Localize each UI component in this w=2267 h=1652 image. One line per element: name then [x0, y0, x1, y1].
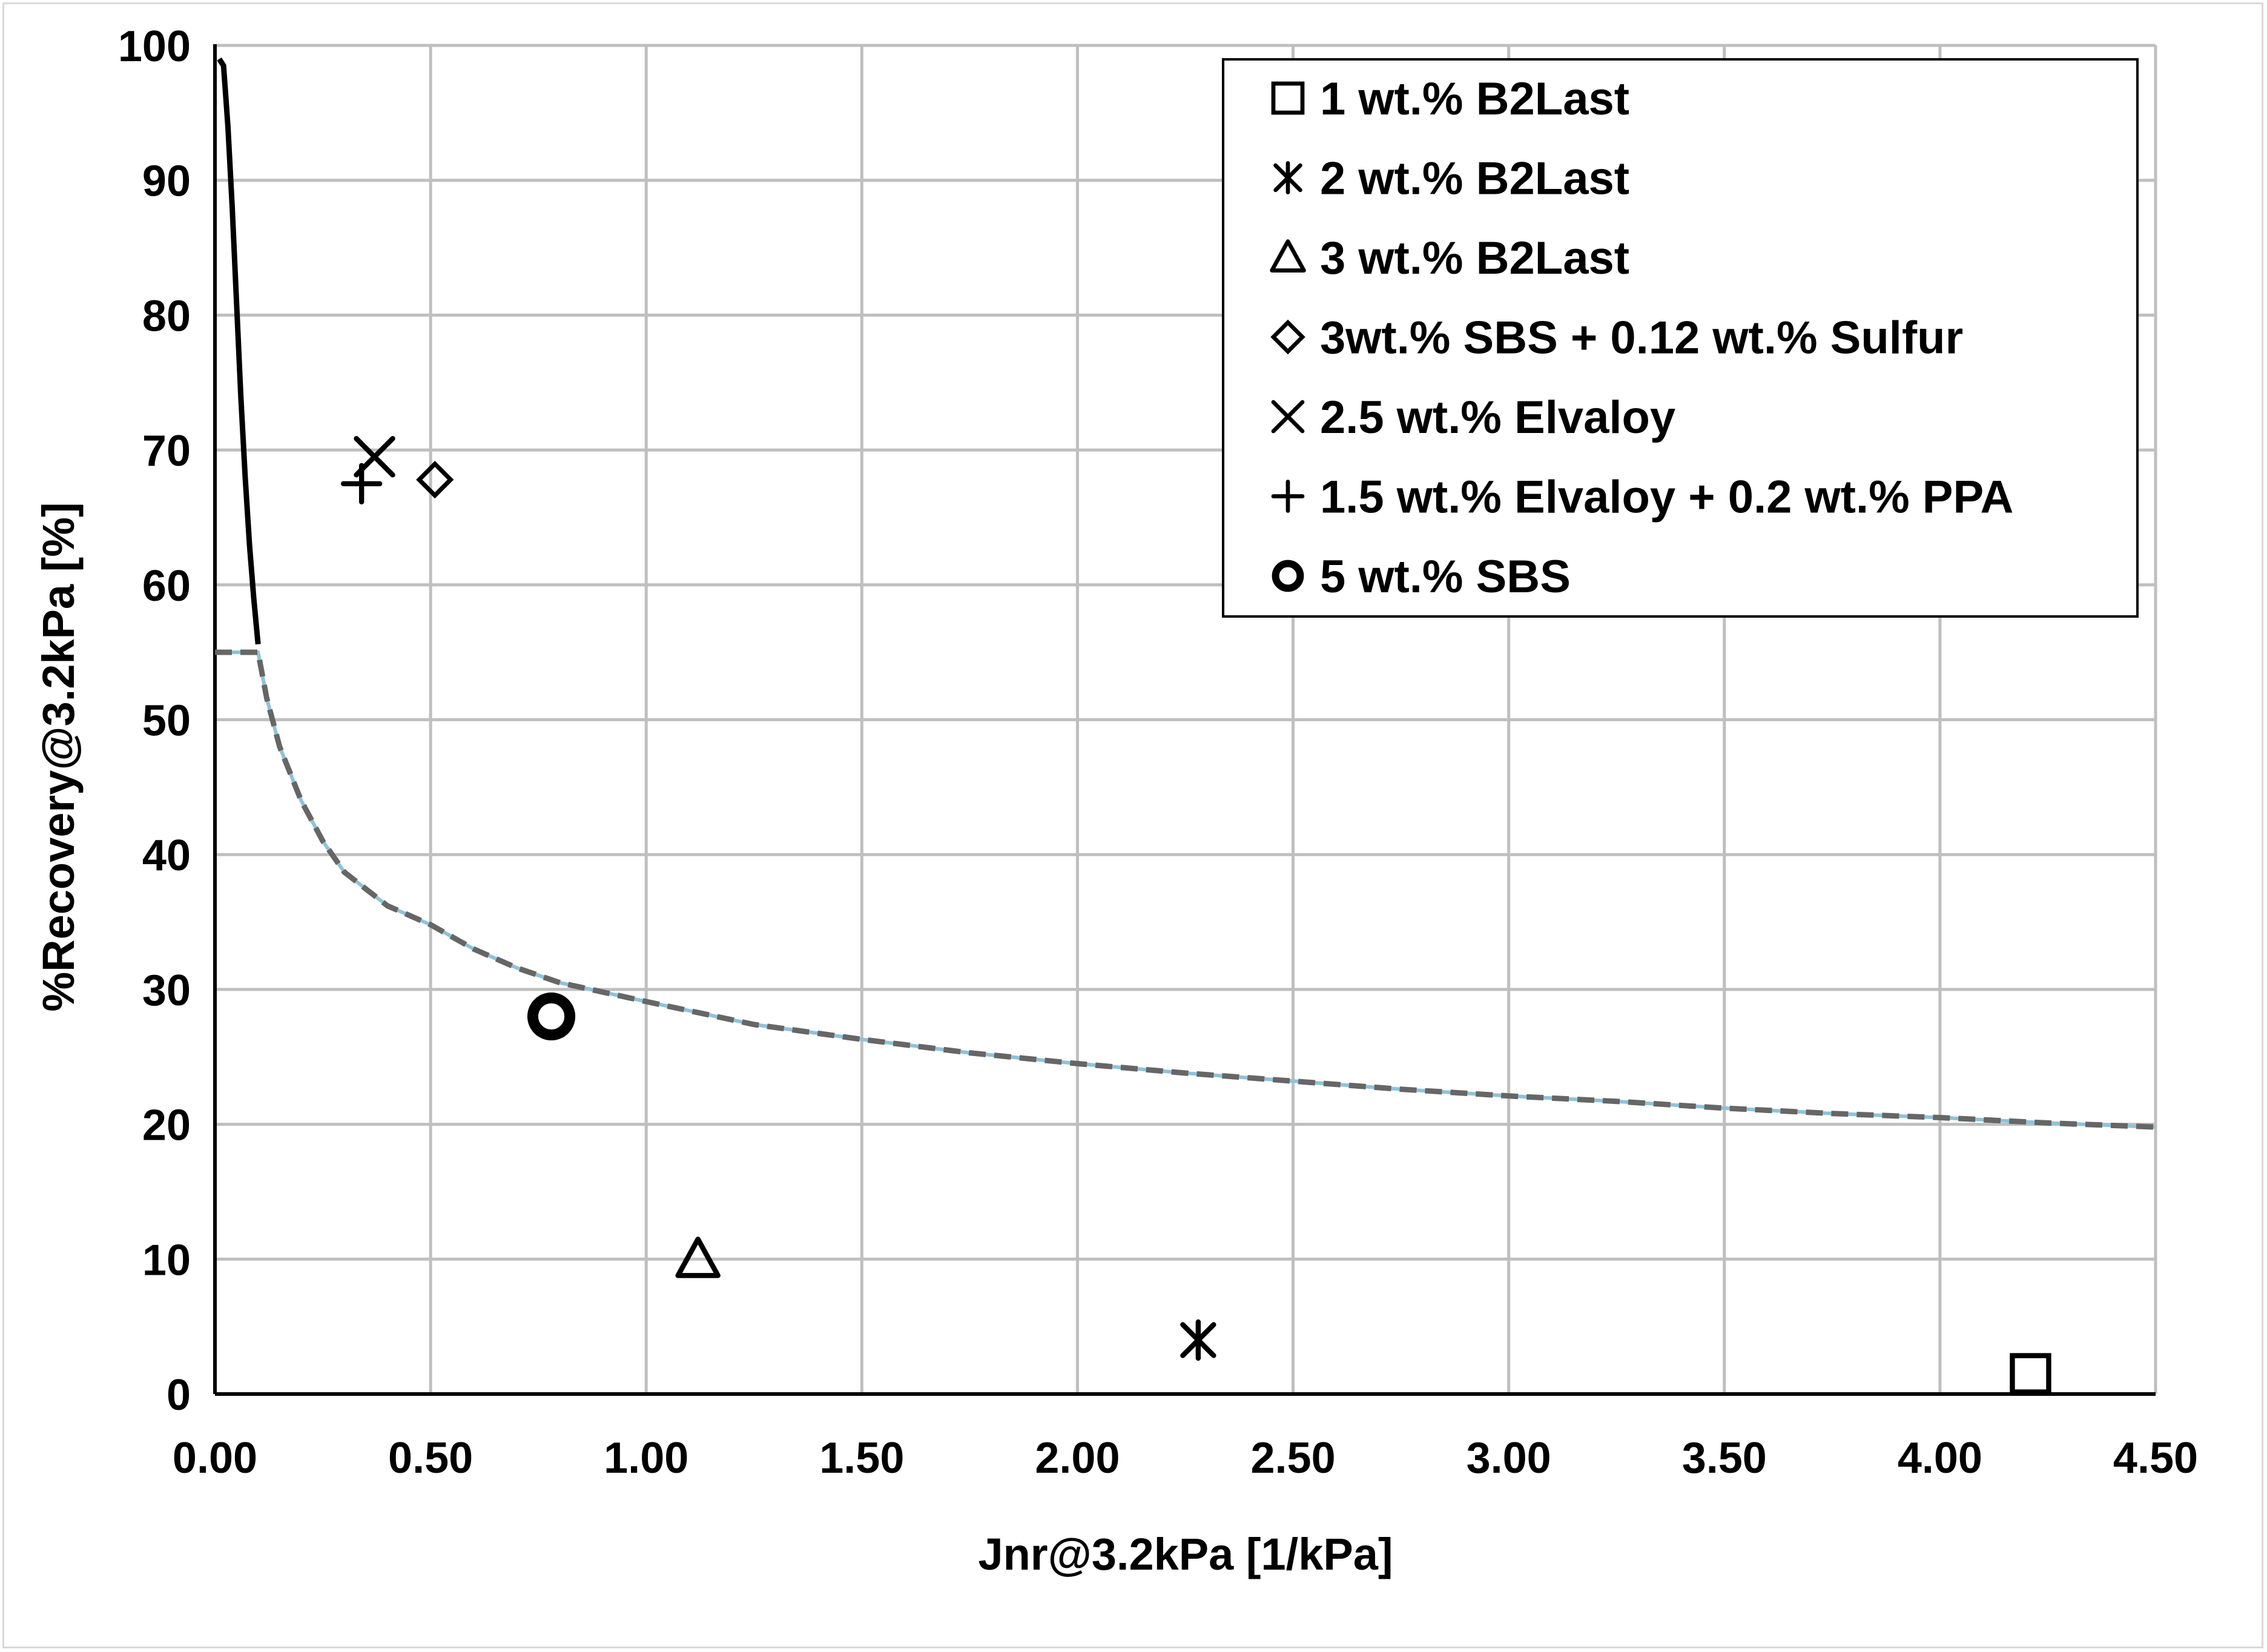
- x-tick-label: 4.50: [2113, 1434, 2198, 1482]
- legend-item: 5 wt.% SBS: [1272, 551, 1571, 603]
- legend-label: 3wt.% SBS + 0.12 wt.% Sulfur: [1320, 312, 1963, 364]
- legend-box: [1222, 58, 2139, 618]
- plus-icon: [1271, 480, 1305, 513]
- square-shape: [2010, 1353, 2051, 1395]
- circle-shape: [527, 992, 576, 1041]
- legend-item: 3 wt.% B2Last: [1270, 233, 1629, 284]
- legend-label: 1 wt.% B2Last: [1320, 73, 1629, 125]
- x-tick-label: 0.50: [388, 1434, 473, 1482]
- data-point-asterisk: [1180, 1319, 1216, 1361]
- legend-label: 3 wt.% B2Last: [1320, 233, 1629, 284]
- x-tick-label: 2.00: [1035, 1434, 1120, 1482]
- legend-item: 3wt.% SBS + 0.12 wt.% Sulfur: [1270, 312, 1963, 364]
- y-tick-label: 80: [142, 292, 191, 340]
- triangle-shape: [675, 1237, 721, 1278]
- legend-item: 1 wt.% B2Last: [1271, 73, 1629, 125]
- x-tick-label: 1.50: [819, 1434, 904, 1482]
- data-point-triangle: [675, 1237, 721, 1278]
- y-axis-title: %Recovery@3.2kPa [%]: [33, 502, 84, 1011]
- y-tick-label: 50: [142, 697, 191, 745]
- circle-icon: [1272, 560, 1304, 592]
- y-tick-label: 100: [118, 22, 191, 71]
- legend-item: 1.5 wt.% Elvaloy + 0.2 wt.% PPA: [1271, 472, 2013, 523]
- diamond-shape: [416, 460, 454, 499]
- legend-item: 2 wt.% B2Last: [1273, 153, 1629, 205]
- y-tick-label: 20: [142, 1102, 191, 1150]
- grid-layer: [215, 44, 2157, 1394]
- reference-curve-underlay: [215, 650, 2156, 1129]
- y-tick-label: 90: [142, 157, 191, 206]
- circle-shape: [1272, 560, 1304, 592]
- data-point-circle: [527, 992, 576, 1041]
- y-tick-label: 60: [142, 562, 191, 610]
- diamond-icon: [1270, 319, 1305, 355]
- marker-layer: [340, 436, 2051, 1395]
- x-tick-label: 2.50: [1250, 1434, 1335, 1482]
- x-tick-label: 3.50: [1682, 1434, 1767, 1482]
- square-icon: [1271, 81, 1305, 115]
- asterisk-icon: [1273, 161, 1302, 194]
- data-point-plus: [340, 463, 383, 504]
- asterisk-stroke: [1180, 1322, 1216, 1358]
- legend-label: 1.5 wt.% Elvaloy + 0.2 wt.% PPA: [1320, 472, 2013, 523]
- reference-curve-solid: [217, 57, 261, 645]
- y-tick-label: 30: [142, 966, 191, 1015]
- legend-items: 1 wt.% B2Last 2 wt.% B2Last 3 wt.% B2Last 3…: [1270, 73, 2013, 603]
- legend-label: 5 wt.% SBS: [1320, 551, 1571, 603]
- asterisk-stroke: [1273, 163, 1302, 193]
- x-tick-label: 1.00: [604, 1434, 688, 1482]
- x-icon: [1271, 400, 1305, 434]
- legend-label: 2.5 wt.% Elvaloy: [1320, 392, 1675, 443]
- triangle-shape: [1270, 239, 1306, 273]
- y-tick-label: 10: [142, 1236, 191, 1284]
- x-axis-title: Jnr@3.2kPa [1/kPa]: [978, 1529, 1393, 1579]
- legend-item: 2.5 wt.% Elvaloy: [1271, 392, 1675, 443]
- data-point-diamond: [416, 460, 454, 499]
- curve-layer: [215, 57, 2156, 1130]
- x-tick-label: 4.00: [1898, 1434, 1982, 1482]
- data-point-square: [2010, 1353, 2051, 1395]
- diamond-shape: [1270, 319, 1305, 355]
- legend: 1 wt.% B2Last 2 wt.% B2Last 3 wt.% B2Last 3…: [1222, 58, 2139, 618]
- legend-label: 2 wt.% B2Last: [1320, 153, 1629, 205]
- triangle-icon: [1270, 239, 1306, 273]
- reference-curve-dashed: [215, 649, 2156, 1130]
- x-tick-label: 0.00: [173, 1434, 257, 1482]
- square-shape: [1271, 81, 1305, 115]
- y-tick-label: 40: [142, 831, 191, 880]
- axis-layer: [213, 44, 2156, 1396]
- y-tick-label: 70: [142, 427, 191, 475]
- y-tick-label: 0: [167, 1371, 191, 1419]
- x-stroke: [1271, 400, 1305, 434]
- x-tick-label: 3.00: [1467, 1434, 1551, 1482]
- label-layer: 0.00 0.50 1.00 1.50 2.00 2.50 3.00 3.50 4.00 4.50…: [118, 22, 2198, 1482]
